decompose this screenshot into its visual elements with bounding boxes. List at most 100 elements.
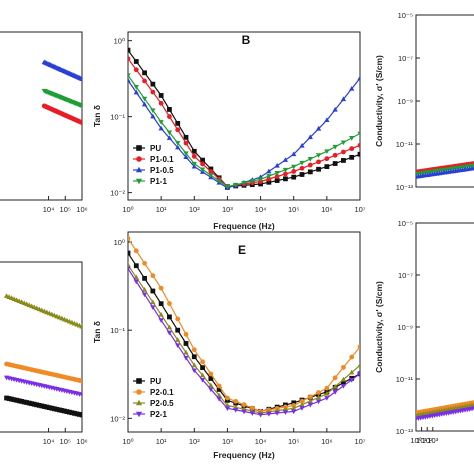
data-point: [133, 59, 139, 64]
legend-marker: [135, 178, 143, 185]
data-point: [299, 165, 305, 171]
series-layer: [41, 59, 82, 126]
data-point: [299, 398, 305, 404]
plot-frame: [127, 231, 361, 433]
series-layer: [416, 400, 474, 422]
data-point: [307, 134, 313, 140]
data-point: [299, 142, 305, 148]
data-point: [332, 161, 338, 166]
plot-frame: [415, 14, 474, 188]
legend-marker: [136, 389, 142, 395]
data-point: [283, 171, 288, 177]
panel-4: 10⁴ 10⁵ 10⁶: [0, 261, 88, 446]
data-point: [357, 142, 360, 148]
data-point: [133, 248, 139, 254]
data-point: [324, 391, 330, 396]
data-point: [158, 311, 164, 317]
y-tick-label: 10⁻⁹: [397, 97, 413, 106]
data-point: [200, 157, 205, 163]
data-point: [133, 274, 139, 280]
data-point: [299, 160, 305, 166]
data-point: [158, 285, 164, 291]
plot-frame: [415, 222, 474, 432]
data-point: [128, 77, 131, 83]
panel-label: E: [238, 243, 246, 257]
legend-label: P2-1: [150, 410, 167, 419]
data-point: [183, 140, 189, 146]
legend-marker: [136, 145, 142, 151]
data-point: [274, 162, 280, 168]
data-point: [128, 73, 131, 79]
data-point: [274, 178, 280, 183]
legend-label: P1-1: [150, 177, 167, 186]
data-point: [191, 354, 197, 360]
y-tick-label: 10⁻¹: [110, 326, 125, 335]
data-point: [200, 365, 205, 371]
plot-frame: [0, 261, 83, 433]
data-point: [307, 169, 313, 175]
legend-marker: [135, 166, 143, 173]
data-point: [299, 172, 305, 177]
x-tick-label: 10⁰: [122, 437, 133, 446]
series-layer: [3, 293, 82, 418]
data-point: [357, 362, 360, 368]
panel-3: 10⁻¹³ 10⁻¹¹ 10⁻⁹ 10⁻⁷ 10⁻⁵ Conductivity, σ' (…: [374, 11, 474, 192]
data-point: [128, 235, 131, 241]
data-point: [150, 81, 156, 87]
data-point: [167, 301, 172, 306]
y-tick-label: 10⁻¹³: [396, 183, 414, 192]
data-point: [291, 403, 297, 408]
data-point: [291, 405, 297, 411]
y-tick-label: 10⁻⁵: [398, 219, 413, 228]
plot-frame: [0, 31, 83, 201]
data-point: [340, 384, 347, 389]
x-axis-label: Frequency (Hz): [213, 450, 275, 460]
y-axis-label: Tan δ: [92, 105, 102, 127]
series-layer: [128, 235, 360, 418]
data-point: [183, 154, 189, 159]
data-point: [150, 305, 156, 311]
data-point: [175, 316, 181, 322]
data-point: [291, 174, 297, 180]
x-tick-label: 10⁷: [354, 437, 365, 446]
data-point: [133, 263, 139, 269]
data-point: [324, 117, 330, 123]
x-tick-label: 10⁶: [76, 205, 87, 214]
data-point: [199, 167, 206, 173]
data-point: [150, 108, 156, 114]
data-point: [150, 89, 156, 95]
panel-label: B: [242, 33, 251, 47]
x-tick-label: 10⁵: [288, 437, 299, 446]
data-point: [128, 56, 131, 62]
data-point: [150, 288, 156, 294]
data-point: [249, 411, 255, 416]
data-point: [349, 354, 355, 360]
data-point: [141, 101, 148, 107]
data-point: [141, 287, 148, 292]
data-point: [142, 78, 147, 84]
data-point: [349, 85, 355, 91]
data-point: [332, 106, 338, 112]
y-tick-label: 10⁻¹³: [396, 427, 414, 436]
data-point: [175, 140, 181, 146]
data-point: [128, 47, 131, 53]
x-tick-label: 10¹: [416, 436, 427, 445]
data-point: [183, 134, 189, 140]
data-point: [133, 279, 139, 285]
data-point: [225, 395, 230, 401]
legend: PU P1-0.1 P1-0.5 P1-1: [133, 144, 174, 186]
panel-5: 10⁰ 10¹ 10² 10³ 10⁴ 10⁵ 10⁶ 10⁷ 10⁻² 10⁻¹ 10⁰ Frequ…: [92, 231, 366, 460]
data-point: [158, 120, 164, 125]
data-point: [199, 377, 206, 383]
data-point: [332, 375, 338, 381]
data-point: [324, 156, 330, 162]
data-point: [150, 273, 156, 279]
x-tick-label: 10¹: [156, 437, 167, 446]
data-point: [191, 368, 197, 374]
y-tick-label: 10⁻²: [110, 414, 125, 423]
data-point: [175, 337, 181, 342]
data-point: [249, 179, 255, 184]
series-layer: [128, 47, 360, 190]
data-point: [183, 151, 189, 157]
y-axis-label: Conductivity, σ' (S/cm): [374, 281, 384, 373]
